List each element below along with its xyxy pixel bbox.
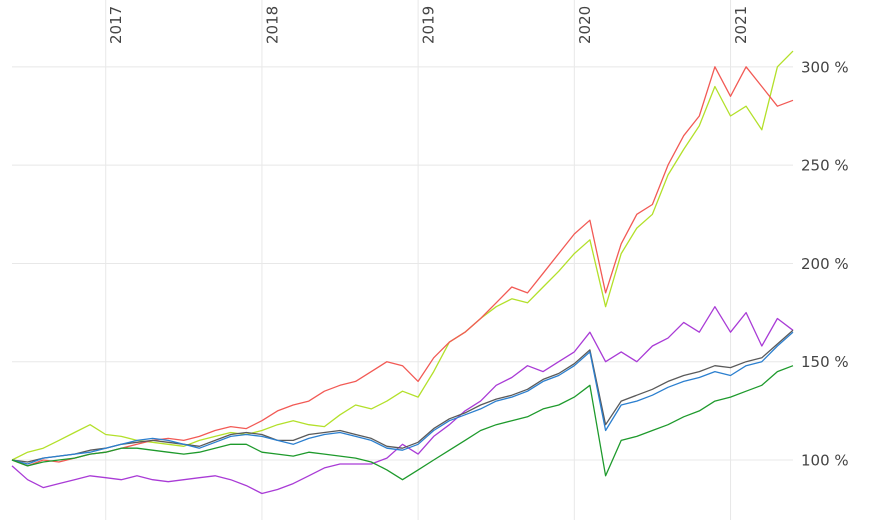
series-line <box>11 365 794 481</box>
series-line <box>11 50 794 461</box>
y-tick-label: 300 % <box>801 58 849 76</box>
y-tick-label: 200 % <box>801 255 849 273</box>
series-line <box>11 331 794 465</box>
x-tick-label: 2019 <box>420 6 438 44</box>
series-line <box>11 329 794 463</box>
y-tick-label: 250 % <box>801 157 849 175</box>
y-tick-label: 100 % <box>801 452 849 470</box>
x-tick-label: 2017 <box>107 6 125 44</box>
series-line <box>11 306 794 495</box>
x-tick-label: 2018 <box>263 6 281 44</box>
series-line <box>11 66 794 467</box>
x-tick-label: 2021 <box>732 6 750 44</box>
x-tick-label: 2020 <box>576 6 594 44</box>
y-tick-label: 150 % <box>801 353 849 371</box>
